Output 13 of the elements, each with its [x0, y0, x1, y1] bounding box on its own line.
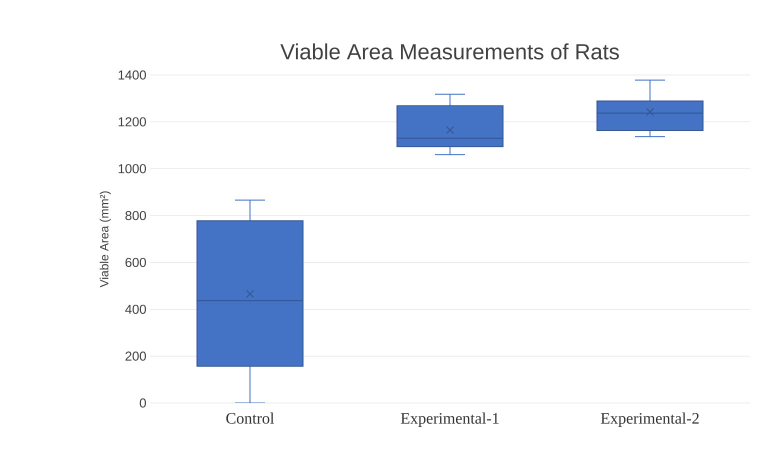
y-tick-label: 1000 — [118, 164, 146, 174]
y-tick-label: 0 — [140, 398, 146, 408]
chart-title: Viable Area Measurements of Rats — [280, 43, 619, 60]
x-tick-label: Experimental-2 — [600, 412, 699, 427]
y-tick-label: 600 — [126, 258, 146, 268]
y-tick-label: 1200 — [118, 117, 146, 126]
y-axis-title: Viable Area (mm²) — [100, 191, 111, 288]
y-tick-label: 200 — [126, 352, 146, 361]
x-tick-label: Experimental-1 — [400, 412, 499, 427]
y-tick-label: 800 — [125, 210, 146, 220]
y-tick-label: 1400 — [118, 70, 146, 80]
x-tick-label: Control — [226, 412, 274, 424]
y-tick-label: 400 — [125, 304, 146, 314]
